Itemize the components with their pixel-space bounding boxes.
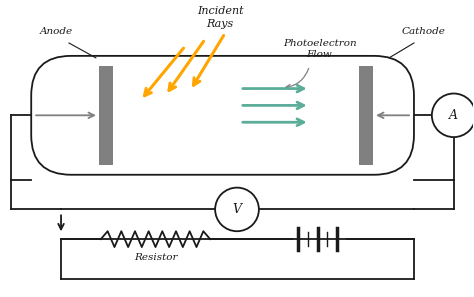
Text: Incident
Rays: Incident Rays	[197, 6, 244, 29]
Text: Cathode: Cathode	[402, 27, 446, 36]
Text: V: V	[233, 203, 241, 216]
Bar	[359, 66, 373, 165]
Circle shape	[432, 94, 474, 137]
Text: A: A	[449, 109, 458, 122]
FancyBboxPatch shape	[31, 56, 414, 175]
Bar	[99, 66, 113, 165]
Text: Resistor: Resistor	[134, 253, 177, 262]
Text: Anode: Anode	[39, 27, 73, 36]
Circle shape	[215, 188, 259, 231]
Text: Photoelectron
Flow: Photoelectron Flow	[283, 39, 356, 59]
